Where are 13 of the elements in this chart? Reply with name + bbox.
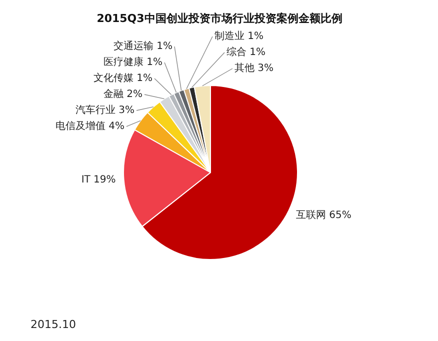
slice-label: 医疗健康 1% <box>103 56 163 68</box>
text: 2015.10 <box>30 318 76 331</box>
slice-label: 电信及增值 4% <box>55 120 125 132</box>
slice-label: 其他 3% <box>234 62 274 74</box>
slice-label: 汽车行业 3% <box>75 104 135 116</box>
slice-label: 制造业 1% <box>214 30 264 42</box>
slice-label: 金融 2% <box>103 88 143 100</box>
slice-label: 互联网 65% <box>296 209 352 222</box>
slice-label: IT 19% <box>81 174 116 186</box>
chart-title: 2015Q3中国创业投资市场行业投资案例金额比例 <box>96 12 342 25</box>
slice-label: 文化传媒 1% <box>93 72 153 84</box>
slice-label: 交通运输 1% <box>113 40 173 52</box>
slice-label: 综合 1% <box>226 46 266 58</box>
